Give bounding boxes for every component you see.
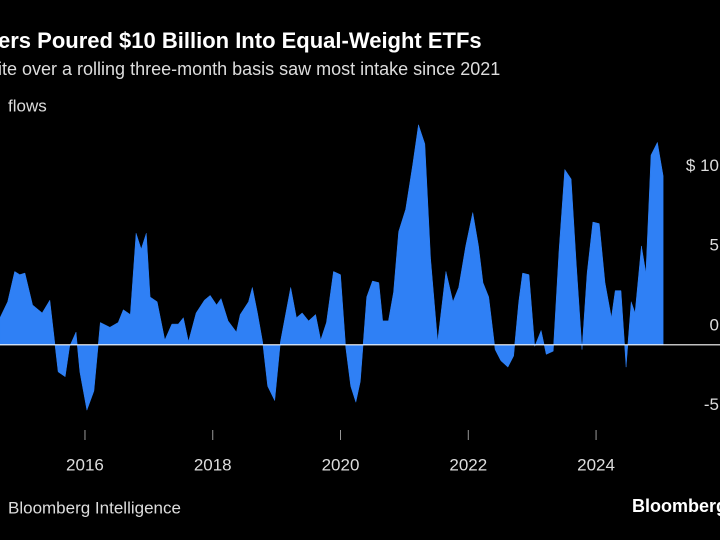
chart-title: ers Poured $10 Billion Into Equal-Weight… xyxy=(0,28,482,53)
area xyxy=(0,124,664,412)
source: Bloomberg Intelligence xyxy=(8,498,181,517)
x-tick-label: 2022 xyxy=(449,455,487,474)
x-tick-label: 2018 xyxy=(194,455,232,474)
logo: Bloomberg xyxy=(632,496,720,516)
y-axis-label: flows xyxy=(8,96,47,115)
y-tick-label: -5 xyxy=(704,395,719,414)
x-tick-label: 2024 xyxy=(577,455,615,474)
y-tick-label: 0 xyxy=(710,315,719,334)
y-tick-label: 5 xyxy=(710,236,719,255)
x-tick-label: 2016 xyxy=(66,455,104,474)
x-tick-label: 2020 xyxy=(322,455,360,474)
chart-subtitle: ite over a rolling three-month basis saw… xyxy=(0,59,500,79)
y-tick-label: $ 10 xyxy=(686,156,719,175)
